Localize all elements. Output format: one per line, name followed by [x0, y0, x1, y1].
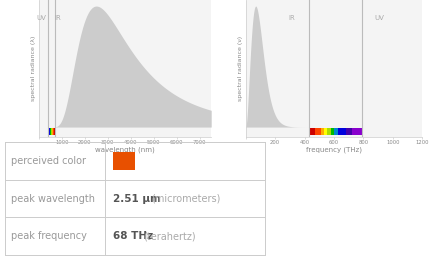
Text: (micrometers): (micrometers)	[150, 194, 220, 204]
Y-axis label: spectral radiance (λ): spectral radiance (λ)	[31, 36, 36, 101]
Text: (terahertz): (terahertz)	[143, 231, 195, 241]
Text: perceived color: perceived color	[11, 156, 86, 166]
X-axis label: frequency (THz): frequency (THz)	[305, 147, 361, 153]
X-axis label: wavelength (nm): wavelength (nm)	[95, 147, 154, 153]
Text: IR: IR	[54, 14, 61, 21]
Text: 68 THz: 68 THz	[113, 231, 153, 241]
Text: peak frequency: peak frequency	[11, 231, 87, 241]
Text: UV: UV	[374, 14, 384, 21]
Text: IR: IR	[287, 14, 294, 21]
Text: UV: UV	[37, 14, 46, 21]
Bar	[113, 152, 135, 170]
Y-axis label: spectral radiance (ν): spectral radiance (ν)	[237, 36, 243, 101]
Text: 2.51 µm: 2.51 µm	[113, 194, 160, 204]
Text: peak wavelength: peak wavelength	[11, 194, 95, 204]
